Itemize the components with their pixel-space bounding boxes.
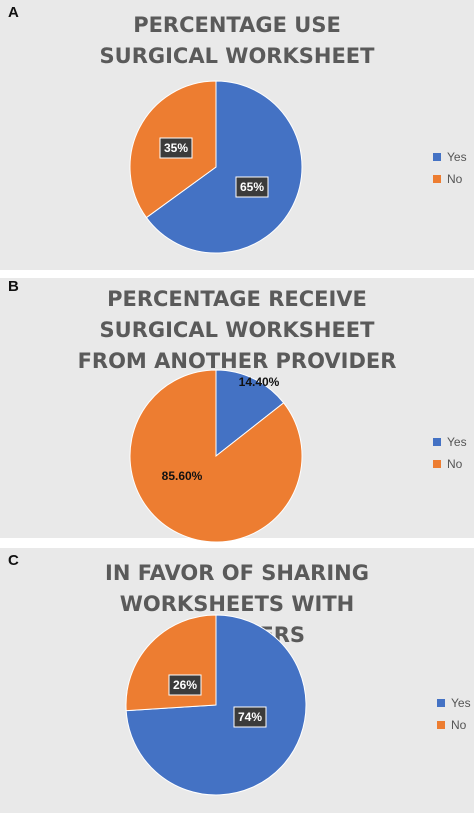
chart-c-pie: 74% 26%: [125, 614, 307, 796]
legend-swatch-yes: [433, 153, 441, 161]
legend-swatch-yes: [437, 699, 445, 707]
chart-a-title: PERCENTAGE USE SURGICAL WORKSHEET: [99, 13, 375, 68]
pie-slice-yes: [145, 80, 303, 254]
legend-swatch-yes: [433, 438, 441, 446]
data-label-yes: 74%: [233, 706, 267, 728]
data-label-no: 26%: [168, 674, 202, 696]
panel-b-letter: B: [8, 278, 19, 295]
chart-b-title: PERCENTAGE RECEIVE SURGICAL WORKSHEET FR…: [77, 287, 397, 373]
legend-label-no: No: [447, 457, 463, 471]
chart-c-legend: Yes No: [437, 692, 471, 736]
svg-text:65%: 65%: [240, 180, 264, 194]
chart-a-area: PERCENTAGE USE SURGICAL WORKSHEET 65% 35%…: [0, 0, 474, 270]
pie-slice-no: [129, 369, 303, 543]
data-label-no: 35%: [159, 137, 193, 159]
chart-c-area: IN FAVOR OF SHARING WORKSHEETS WITH PROV…: [0, 548, 474, 813]
svg-text:14.40%: 14.40%: [239, 375, 280, 389]
chart-a-pie: 65% 35%: [129, 80, 303, 254]
chart-b-pie: 14.40% 85.60%: [129, 369, 303, 543]
legend-label-yes: Yes: [447, 150, 467, 164]
data-label-no: 85.60%: [162, 469, 203, 483]
svg-text:35%: 35%: [164, 141, 188, 155]
svg-text:26%: 26%: [173, 678, 197, 692]
legend-label-yes: Yes: [451, 696, 471, 710]
panel-b: PERCENTAGE RECEIVE SURGICAL WORKSHEET FR…: [0, 278, 474, 543]
legend-item-no: No: [433, 453, 467, 475]
panel-c-letter: C: [8, 552, 19, 569]
pie-slice-no: [125, 614, 217, 712]
legend-swatch-no: [437, 721, 445, 729]
legend-item-yes: Yes: [433, 431, 467, 453]
legend-label-no: No: [451, 718, 467, 732]
chart-b-legend: Yes No: [433, 431, 467, 475]
legend-swatch-no: [433, 460, 441, 468]
legend-item-yes: Yes: [437, 692, 471, 714]
data-label-yes: 65%: [235, 176, 269, 198]
data-label-yes: 14.40%: [239, 375, 280, 389]
panel-a: PERCENTAGE USE SURGICAL WORKSHEET 65% 35%…: [0, 0, 474, 270]
legend-item-yes: Yes: [433, 146, 467, 168]
pie-slice-yes: [215, 369, 285, 458]
legend-label-yes: Yes: [447, 435, 467, 449]
svg-text:85.60%: 85.60%: [162, 469, 203, 483]
legend-swatch-no: [433, 175, 441, 183]
svg-text:74%: 74%: [238, 710, 262, 724]
panel-a-letter: A: [8, 4, 19, 21]
legend-label-no: No: [447, 172, 463, 186]
legend-item-no: No: [433, 168, 467, 190]
panel-c: IN FAVOR OF SHARING WORKSHEETS WITH PROV…: [0, 548, 474, 813]
legend-item-no: No: [437, 714, 471, 736]
chart-b-area: PERCENTAGE RECEIVE SURGICAL WORKSHEET FR…: [0, 278, 474, 543]
chart-a-legend: Yes No: [433, 146, 467, 190]
